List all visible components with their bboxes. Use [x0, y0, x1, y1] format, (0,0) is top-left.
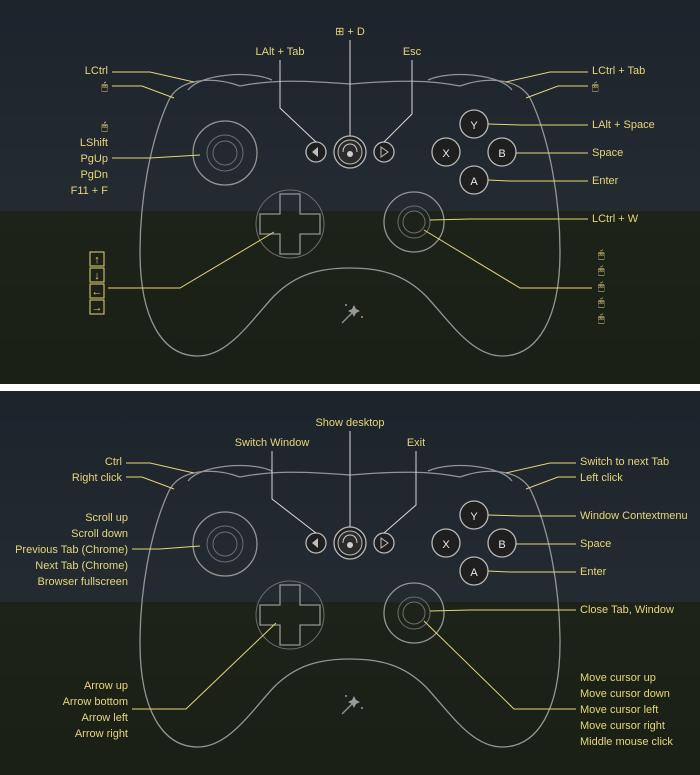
- label-start: Esc: [403, 46, 422, 58]
- diagram-descriptive: Y X B A Show desktop Switch Window Exit …: [0, 391, 700, 775]
- label-lt: Right click: [72, 472, 123, 484]
- right-stick-icons: 🖱 🖱 🖱 🖱 🖱: [598, 248, 605, 325]
- label-home: Show desktop: [315, 417, 384, 429]
- svg-text:Move cursor left: Move cursor left: [580, 704, 658, 716]
- svg-text:Move cursor down: Move cursor down: [580, 688, 670, 700]
- svg-text:🖱: 🖱: [598, 312, 605, 325]
- svg-text:Move cursor right: Move cursor right: [580, 720, 665, 732]
- controller-map-compact: Y X B A ⊞ + D LAlt + Tab Esc LCtrl 🖱 LCt…: [0, 0, 700, 384]
- label-lt: 🖱: [101, 80, 108, 93]
- label-rs: Close Tab, Window: [580, 604, 674, 616]
- svg-text:Scroll down: Scroll down: [71, 528, 128, 540]
- label-b: Space: [580, 538, 611, 550]
- label-a: Enter: [592, 175, 619, 187]
- left-stick-labels: 🖱 LShift PgUp PgDn F11 + F: [71, 120, 109, 197]
- controller-map-descriptive: Y X B A Show desktop Switch Window Exit …: [0, 391, 700, 775]
- label-rt: 🖱: [592, 80, 599, 93]
- dpad-labels: Arrow up Arrow bottom Arrow left Arrow r…: [63, 680, 128, 740]
- svg-text:→: →: [92, 302, 103, 314]
- svg-text:🖱: 🖱: [598, 280, 605, 293]
- label-rb: LCtrl + Tab: [592, 65, 645, 77]
- svg-text:B: B: [498, 148, 505, 160]
- svg-text:Browser fullscreen: Browser fullscreen: [38, 576, 128, 588]
- label-lb: Ctrl: [105, 456, 122, 468]
- svg-text:Arrow right: Arrow right: [75, 728, 128, 740]
- svg-text:PgUp: PgUp: [80, 153, 108, 165]
- label-home: ⊞ + D: [335, 26, 365, 38]
- svg-text:X: X: [442, 148, 450, 160]
- svg-text:🖱: 🖱: [101, 120, 108, 133]
- svg-text:🖱: 🖱: [598, 296, 605, 309]
- label-start: Exit: [407, 437, 425, 449]
- label-y: LAlt + Space: [592, 119, 655, 131]
- svg-text:A: A: [470, 176, 478, 188]
- svg-text:Middle mouse click: Middle mouse click: [580, 736, 673, 748]
- svg-text:PgDn: PgDn: [80, 169, 108, 181]
- label-rt: Left click: [580, 472, 623, 484]
- label-rs: LCtrl + W: [592, 213, 639, 225]
- svg-text:X: X: [442, 539, 450, 551]
- svg-text:Arrow left: Arrow left: [82, 712, 128, 724]
- diagram-compact: Y X B A ⊞ + D LAlt + Tab Esc LCtrl 🖱 LCt…: [0, 0, 700, 384]
- svg-text:LShift: LShift: [80, 137, 108, 149]
- svg-text:Scroll up: Scroll up: [85, 512, 128, 524]
- label-rb: Switch to next Tab: [580, 456, 669, 468]
- svg-text:B: B: [498, 539, 505, 551]
- label-b: Space: [592, 147, 623, 159]
- svg-text:🖱: 🖱: [598, 248, 605, 261]
- svg-text:Next Tab (Chrome): Next Tab (Chrome): [35, 560, 128, 572]
- dpad-labels: ↑ ↓ ← →: [90, 252, 104, 314]
- svg-text:Previous Tab (Chrome): Previous Tab (Chrome): [15, 544, 128, 556]
- svg-text:A: A: [470, 567, 478, 579]
- svg-text:Y: Y: [470, 120, 478, 132]
- right-stick-move-labels: Move cursor up Move cursor down Move cur…: [580, 672, 673, 748]
- svg-text:Move cursor up: Move cursor up: [580, 672, 656, 684]
- label-lb: LCtrl: [85, 65, 108, 77]
- left-stick-labels: Scroll up Scroll down Previous Tab (Chro…: [15, 512, 128, 588]
- svg-text:↑: ↑: [94, 254, 100, 266]
- label-a: Enter: [580, 566, 607, 578]
- svg-text:←: ←: [92, 286, 103, 298]
- svg-text:F11 + F: F11 + F: [71, 185, 109, 197]
- svg-text:Arrow bottom: Arrow bottom: [63, 696, 128, 708]
- svg-text:Y: Y: [470, 511, 478, 523]
- svg-text:↓: ↓: [94, 270, 100, 282]
- label-y: Window Contextmenu: [580, 510, 688, 522]
- label-back: Switch Window: [235, 437, 310, 449]
- svg-text:🖱: 🖱: [598, 264, 605, 277]
- svg-text:Arrow up: Arrow up: [84, 680, 128, 692]
- label-back: LAlt + Tab: [255, 46, 304, 58]
